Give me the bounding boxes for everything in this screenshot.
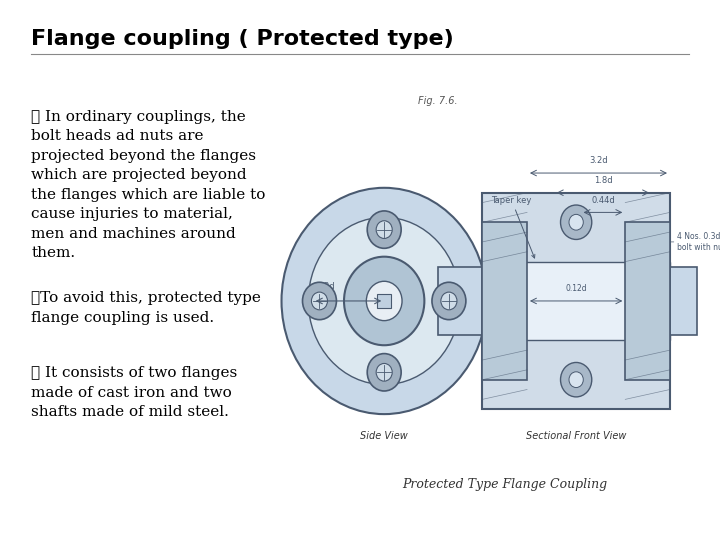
- Circle shape: [569, 214, 583, 230]
- Text: Protected Type Flange Coupling: Protected Type Flange Coupling: [402, 478, 607, 491]
- Circle shape: [282, 188, 487, 414]
- Circle shape: [308, 217, 460, 384]
- Circle shape: [367, 211, 401, 248]
- Text: 0.12d: 0.12d: [565, 284, 587, 293]
- Text: 1.8d: 1.8d: [593, 176, 612, 185]
- Text: Fig. 7.6.: Fig. 7.6.: [418, 96, 458, 106]
- Text: ➢ It consists of two flanges
made of cast iron and two
shafts made of mild steel: ➢ It consists of two flanges made of cas…: [32, 366, 238, 419]
- Bar: [438, 267, 482, 335]
- Bar: [670, 267, 697, 335]
- Circle shape: [302, 282, 336, 320]
- Text: 4 Nos. 0.3d
bolt with nut: 4 Nos. 0.3d bolt with nut: [677, 232, 720, 252]
- Text: ➢ In ordinary couplings, the
bolt heads ad nuts are
projected beyond the flanges: ➢ In ordinary couplings, the bolt heads …: [32, 110, 266, 260]
- Circle shape: [367, 354, 401, 391]
- Text: Flange coupling ( Protected type): Flange coupling ( Protected type): [32, 30, 454, 50]
- Text: Sectional Front View: Sectional Front View: [526, 431, 626, 441]
- Bar: [377, 294, 391, 308]
- Circle shape: [569, 372, 583, 388]
- Text: 3.2d: 3.2d: [589, 156, 608, 165]
- Circle shape: [560, 362, 592, 397]
- Circle shape: [344, 256, 424, 345]
- Text: Taper key: Taper key: [491, 195, 535, 258]
- Circle shape: [376, 221, 392, 239]
- Bar: [625, 222, 670, 380]
- Circle shape: [441, 292, 457, 310]
- Circle shape: [312, 292, 328, 310]
- Text: ➢To avoid this, protected type
flange coupling is used.: ➢To avoid this, protected type flange co…: [32, 292, 261, 325]
- Circle shape: [432, 282, 466, 320]
- Circle shape: [366, 281, 402, 321]
- Text: 0.44d: 0.44d: [591, 195, 615, 205]
- Text: 0.3d: 0.3d: [317, 282, 336, 291]
- Bar: [482, 193, 670, 409]
- Circle shape: [560, 205, 592, 239]
- Text: Side View: Side View: [360, 431, 408, 441]
- Bar: [482, 222, 527, 380]
- Circle shape: [376, 363, 392, 381]
- Bar: [482, 261, 670, 340]
